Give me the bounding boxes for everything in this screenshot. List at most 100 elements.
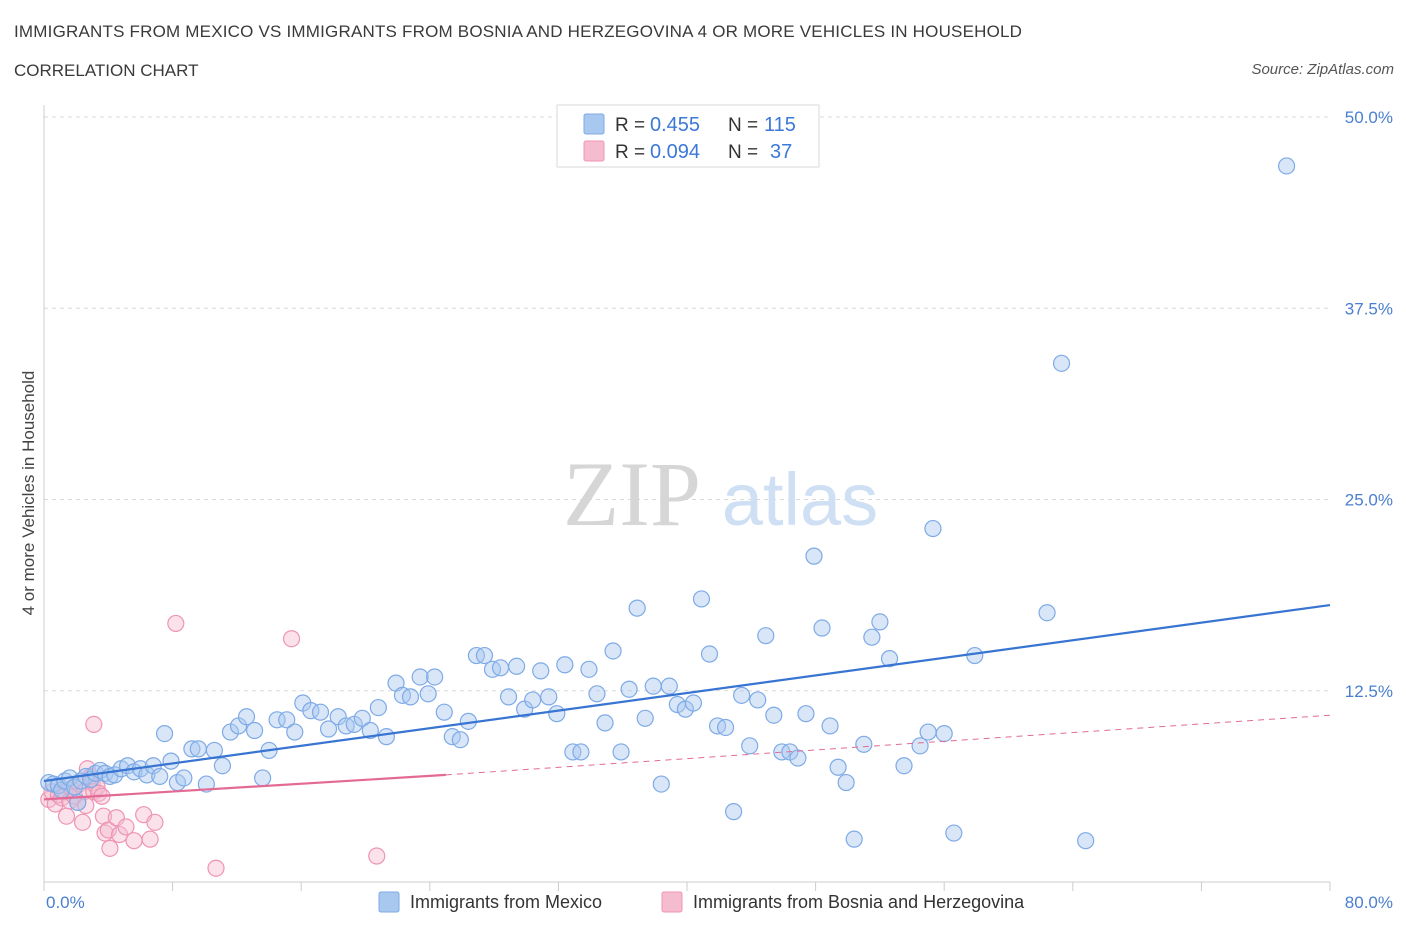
mexico-point xyxy=(837,773,855,792)
legend-r-value-mexico: 0.455 xyxy=(650,114,700,136)
bottom-legend-swatch-mexico xyxy=(378,891,400,913)
bosnia-point xyxy=(73,813,92,831)
mexico-point xyxy=(189,740,207,758)
trend-lines xyxy=(43,603,1331,801)
mexico-point xyxy=(361,721,379,740)
mexico-point xyxy=(821,717,839,735)
mexico-point xyxy=(377,728,395,746)
mexico-point xyxy=(636,709,654,727)
legend-r-label-mexico: R = xyxy=(615,115,645,136)
mexico-point xyxy=(245,721,264,740)
mexico-point xyxy=(411,668,429,686)
mexico-point xyxy=(369,698,387,717)
y-tick-label: 50.0% xyxy=(1345,108,1393,127)
mexico-point xyxy=(863,628,881,646)
mexico-point xyxy=(426,668,444,686)
legend-n-label-mexico: N = xyxy=(728,115,758,136)
mexico-point xyxy=(151,767,169,786)
mexico-point xyxy=(813,619,831,637)
chart-subtitle: CORRELATION CHART xyxy=(14,61,199,80)
mexico-point xyxy=(524,691,542,709)
mexico-point xyxy=(435,703,453,721)
mexico-point xyxy=(716,718,735,737)
mexico-point xyxy=(596,714,614,732)
mexico-point xyxy=(692,590,711,608)
mexico-point xyxy=(945,824,963,842)
mexico-point xyxy=(895,757,913,775)
chart-title: IMMIGRANTS FROM MEXICO VS IMMIGRANTS FRO… xyxy=(14,22,1023,41)
legend-n-value-mexico: 115 xyxy=(764,114,796,136)
mexico-point xyxy=(532,662,550,680)
bosnia-point xyxy=(57,807,76,825)
mexico-point xyxy=(197,775,215,793)
mexico-point xyxy=(911,737,929,755)
top-legend: R = 0.455 N = 115 R = 0.094 N = 37 xyxy=(556,104,820,168)
grid-lines xyxy=(44,116,1330,692)
mexico-point xyxy=(162,752,180,770)
mexico-point xyxy=(757,627,775,645)
mexico-point xyxy=(1277,157,1296,175)
mexico-point xyxy=(741,737,759,755)
mexico-point xyxy=(620,680,638,698)
mexico-point xyxy=(1052,354,1071,372)
mexico-point xyxy=(644,677,662,695)
mexico-point xyxy=(319,720,338,738)
y-tick-label: 37.5% xyxy=(1345,299,1393,318)
legend-r-value-bosnia: 0.094 xyxy=(650,141,700,163)
x-tick-label-min: 0.0% xyxy=(46,893,85,912)
mexico-point xyxy=(789,749,807,767)
bosnia-point xyxy=(99,821,117,839)
mexico-point xyxy=(286,723,304,741)
mexico-point xyxy=(491,659,510,677)
mexico-point xyxy=(1038,604,1056,622)
mexico-point xyxy=(155,724,174,743)
mexico-point xyxy=(935,724,953,743)
mexico-point xyxy=(660,677,678,695)
watermark-atlas: atlas xyxy=(722,458,878,541)
mexico-point xyxy=(725,803,743,821)
mexico-point xyxy=(733,686,751,704)
mexico-point xyxy=(749,691,767,709)
mexico-point xyxy=(475,646,494,665)
bosnia-point xyxy=(282,630,301,648)
mexico-point xyxy=(919,723,937,741)
axes xyxy=(43,105,1331,891)
mexico-point xyxy=(540,688,558,706)
watermark-zip: ZIP xyxy=(563,443,701,545)
mexico-point xyxy=(652,775,670,793)
x-tick-labels: 0.0% 80.0% xyxy=(46,893,1393,912)
y-axis-label: 4 or more Vehicles in Household xyxy=(19,371,38,616)
mexico-point xyxy=(966,646,984,665)
mexico-point xyxy=(805,547,823,565)
bosnia-point xyxy=(85,715,103,734)
mexico-point xyxy=(700,645,719,663)
mexico-point xyxy=(829,758,847,776)
mexico-point xyxy=(353,709,371,727)
mexico-point xyxy=(765,706,783,724)
bosnia-point xyxy=(146,813,164,831)
mexico-point xyxy=(311,703,330,721)
mexico-point xyxy=(604,642,622,660)
mexico-trend-line xyxy=(43,603,1331,783)
mexico-point xyxy=(871,613,889,631)
mexico-point xyxy=(237,708,256,726)
mexico-point xyxy=(855,735,873,753)
bosnia-point xyxy=(117,818,135,836)
bosnia-trend-extension xyxy=(445,714,1331,776)
mexico-point xyxy=(797,705,815,723)
bosnia-point xyxy=(368,847,386,865)
source-credit: Source: ZipAtlas.com xyxy=(1251,61,1394,78)
mexico-point xyxy=(556,656,574,674)
legend-n-label-bosnia: N = xyxy=(728,142,758,163)
mexico-point xyxy=(845,830,863,848)
bosnia-point xyxy=(141,830,159,848)
mexico-point xyxy=(572,743,590,761)
legend-r-label-bosnia: R = xyxy=(615,142,645,163)
bosnia-point xyxy=(125,832,143,850)
legend-swatch-bosnia xyxy=(583,140,605,162)
bosnia-point xyxy=(96,824,114,842)
mexico-point xyxy=(213,757,232,775)
mexico-point xyxy=(924,519,942,538)
legend-n-value-bosnia: 37 xyxy=(770,141,792,163)
y-tick-label: 25.0% xyxy=(1345,491,1393,510)
